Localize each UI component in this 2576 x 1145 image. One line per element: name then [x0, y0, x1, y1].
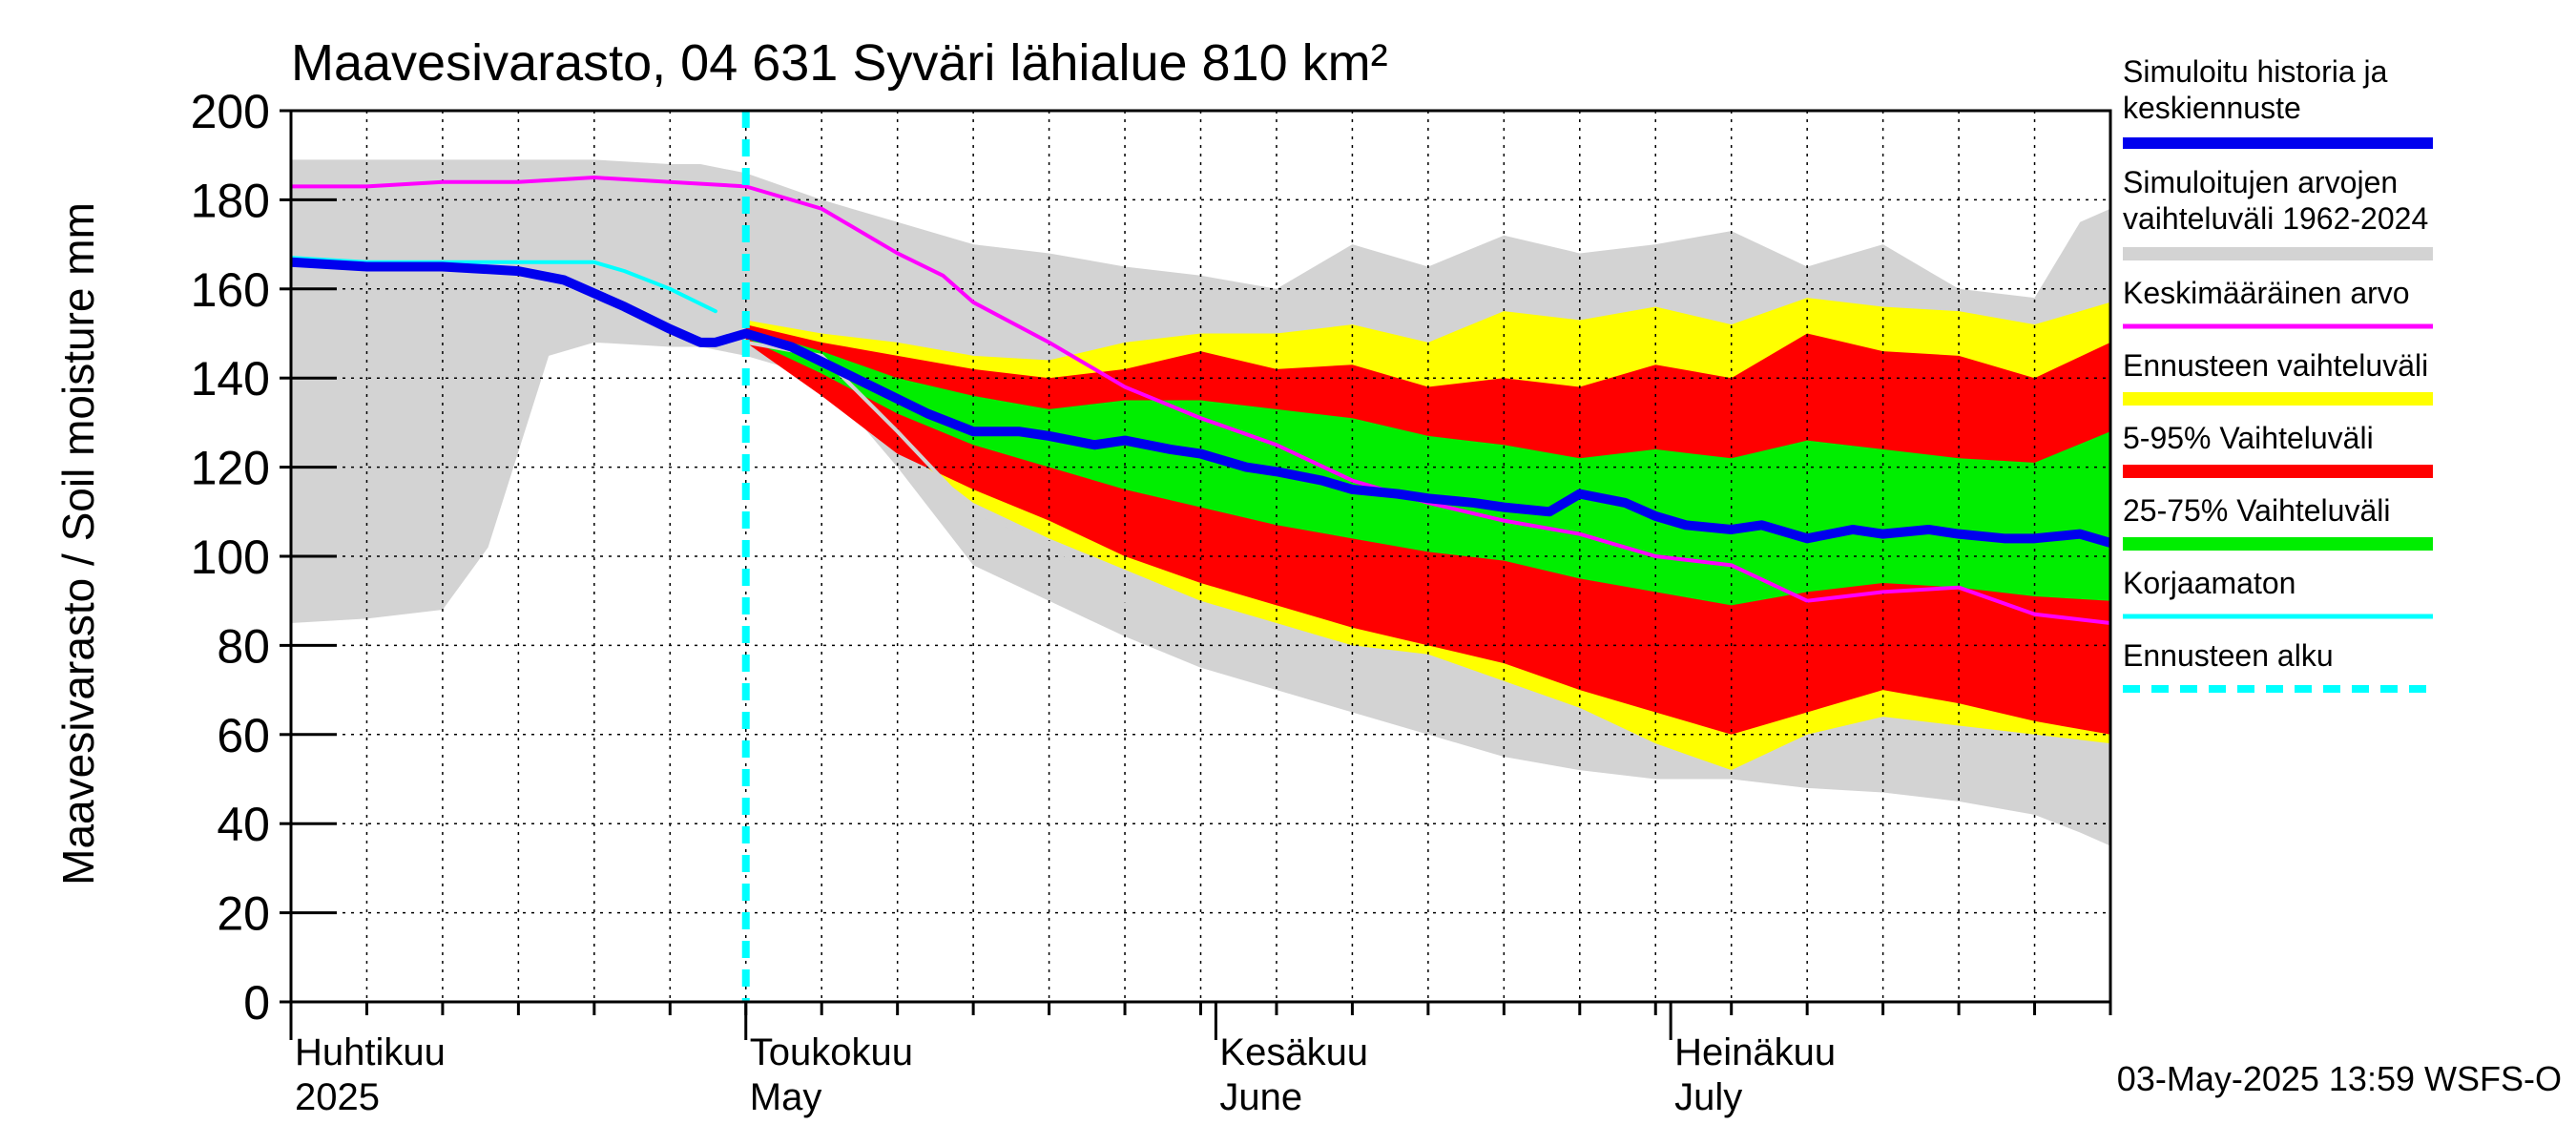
y-tick-label: 20	[217, 887, 270, 941]
month-sublabel: June	[1219, 1076, 1302, 1118]
legend-label: Ennusteen vaihteluväli	[2123, 348, 2428, 383]
legend-label: Keskimääräinen arvo	[2123, 276, 2410, 310]
legend-label: Simuloitujen arvojen	[2123, 165, 2398, 199]
grid-layer	[291, 111, 2110, 1002]
y-tick-label: 160	[191, 263, 270, 317]
y-tick-label: 100	[191, 531, 270, 584]
lines-layer	[291, 111, 2110, 1002]
month-label: Heinäkuu	[1674, 1031, 1836, 1073]
y-tick-label: 200	[191, 85, 270, 138]
month-sublabel: May	[750, 1076, 822, 1118]
y-tick-label: 60	[217, 709, 270, 762]
month-label: Toukokuu	[750, 1031, 913, 1073]
series-line-3	[291, 257, 2110, 548]
y-tick-label: 40	[217, 798, 270, 851]
chart-title: Maavesivarasto, 04 631 Syväri lähialue 8…	[291, 34, 1388, 92]
series-line-0	[291, 176, 2110, 626]
timestamp: 03-May-2025 13:59 WSFS-O	[2117, 1059, 2562, 1098]
month-label: Huhtikuu	[295, 1031, 446, 1073]
legend-label: 5-95% Vaihteluväli	[2123, 421, 2374, 455]
y-tick-label: 140	[191, 352, 270, 406]
y-tick-label: 80	[217, 619, 270, 673]
month-sublabel: 2025	[295, 1076, 380, 1118]
legend-label: keskiennuste	[2123, 91, 2301, 125]
y-tick-label: 120	[191, 442, 270, 495]
legend-label: vaihteluväli 1962-2024	[2123, 201, 2428, 236]
month-label: Kesäkuu	[1219, 1031, 1368, 1073]
legend-label: 25-75% Vaihteluväli	[2123, 493, 2390, 528]
band-3	[745, 328, 2110, 606]
y-tick-label: 0	[243, 976, 270, 1030]
legend-label: Simuloitu historia ja	[2123, 54, 2388, 89]
month-sublabel: July	[1674, 1076, 1742, 1118]
y-tick-label: 180	[191, 174, 270, 227]
y-axis-label: Maavesivarasto / Soil moisture mm	[53, 202, 103, 885]
legend-label: Korjaamaton	[2123, 566, 2296, 600]
legend-label: Ennusteen alku	[2123, 638, 2334, 673]
